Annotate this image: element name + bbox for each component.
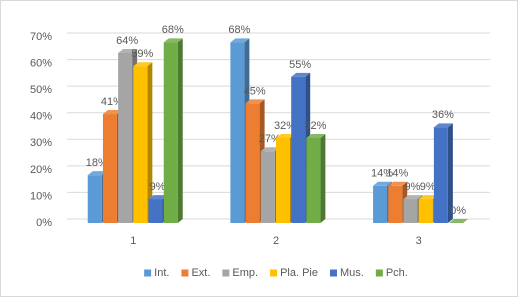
legend-swatch [375,269,383,277]
x-tick-label: 2 [273,235,279,247]
legend-swatch [144,269,152,277]
bar-front [306,137,321,223]
legend-item: Mus. [330,267,364,279]
y-tick-label: 20% [30,164,52,176]
bar-top [276,133,295,138]
bar-top [433,123,453,128]
bar-front [433,127,448,223]
data-label: 32% [274,120,296,132]
x-tick-label: 3 [416,235,422,247]
y-tick-label: 50% [30,84,52,96]
bar [433,123,453,223]
y-tick-label: 70% [30,31,52,43]
bar-top [102,110,122,115]
bar-top [118,48,138,53]
bar-top [388,181,408,186]
data-label: 14% [386,168,408,180]
legend-label: Mus. [340,267,364,279]
y-tick-label: 30% [30,137,52,149]
data-label: 68% [162,24,184,36]
bar-front [388,185,403,223]
y-tick-label: 60% [30,57,52,69]
legend-label: Pla. Pie [280,267,318,279]
bar-top [418,195,438,200]
data-label: 0% [450,205,466,217]
legend-item: Pch. [375,267,408,279]
data-label: 18% [86,157,108,169]
bar-front [291,76,306,223]
bar-front [403,199,418,223]
bar-front [260,151,275,223]
bar-top [148,195,168,200]
data-label: 9% [405,181,421,193]
bar [449,219,469,223]
bar-side [177,38,183,223]
bar-top [87,171,107,176]
legend-swatch [181,269,189,277]
bar [306,133,326,223]
data-label: 14% [371,168,393,180]
data-label: 55% [289,59,311,71]
legend-label: Ext. [191,267,210,279]
bar-front [87,175,102,223]
legend-item: Int. [144,267,169,279]
bar [133,62,153,223]
bar-front [148,199,163,223]
legend-swatch [270,269,278,277]
data-label: 45% [244,85,266,97]
bar-top [230,38,250,43]
data-label: 68% [228,24,250,36]
data-label: 27% [259,133,281,145]
data-label: 59% [131,48,153,60]
bar-top [260,147,280,152]
data-label: 32% [304,120,326,132]
bar-top [449,219,469,223]
bar-top [306,133,326,138]
bar-front [163,42,178,223]
legend-label: Emp. [232,267,258,279]
bar-top [373,181,393,186]
data-label: 41% [101,96,123,108]
bar [163,38,183,223]
bar-front [133,66,148,223]
y-tick-label: 10% [30,190,52,202]
legend-swatch [330,269,337,277]
data-label: 36% [432,109,454,121]
bar-front [230,42,245,223]
bar-top [163,38,183,43]
legend-label: Pch. [386,267,408,279]
data-label: 9% [150,181,166,193]
bar-side [147,62,153,223]
bar-side [447,123,453,223]
bar-front [276,137,290,223]
bar-front [118,52,133,223]
legend-swatch [222,269,230,277]
bar-front [373,185,388,223]
bar-front [418,199,433,223]
bar-side [320,133,326,223]
bar-top [133,62,153,67]
legend-label: Int. [154,267,169,279]
y-tick-label: 40% [30,111,52,123]
legend-item: Pla. Pie [270,267,318,279]
x-tick-label: 1 [130,235,136,247]
legend-item: Ext. [181,267,210,279]
bar-top [245,99,265,104]
bar-front [102,114,117,223]
bar-top [403,195,423,200]
bar-front [245,103,260,223]
legend-item: Emp. [222,267,258,279]
data-label: 64% [116,35,138,47]
data-label: 9% [420,181,436,193]
bar-top [291,72,311,77]
y-tick-label: 0% [36,217,52,229]
